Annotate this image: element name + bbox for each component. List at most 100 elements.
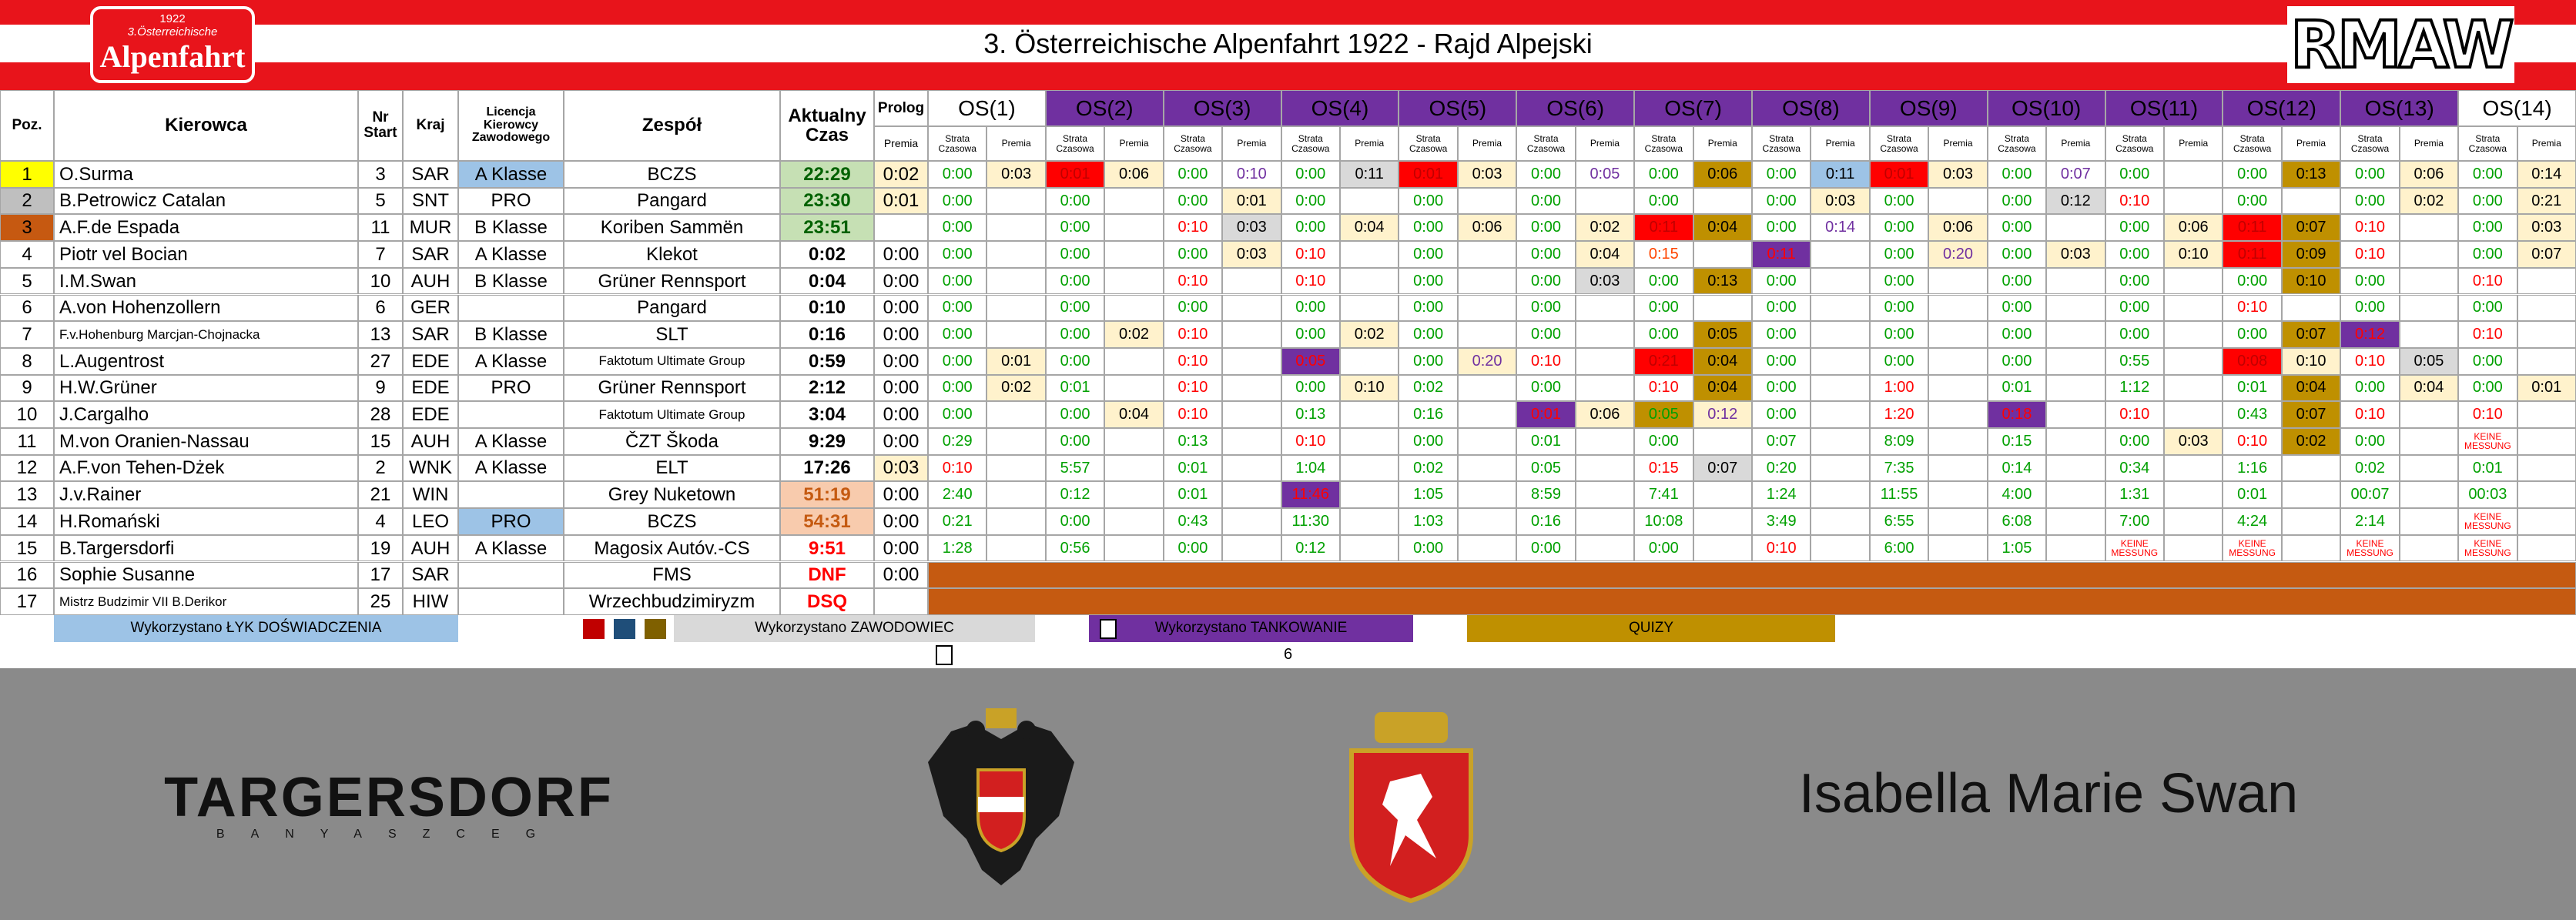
empty-cell (2281, 481, 2341, 509)
stage-bonus: 0:03 (1811, 187, 1870, 215)
empty-cell (874, 214, 928, 242)
prolog-bonus: 0:00 (874, 294, 928, 322)
retired-fill (928, 588, 2576, 615)
column-subheader: Premia (2281, 126, 2341, 161)
empty-cell (1104, 267, 1164, 295)
stage-bonus: 0:11 (1811, 161, 1870, 188)
team: Koriben Sammën (564, 214, 780, 242)
stage-time-loss: 0:02 (1399, 454, 1458, 482)
empty-cell (1693, 534, 1752, 562)
stage-time-loss: 0:20 (1752, 454, 1811, 482)
empty-cell (987, 187, 1046, 215)
stage-time-loss: 0:10 (1752, 534, 1811, 562)
stage-time-loss: 0:10 (2340, 214, 2400, 242)
stage-time-loss: 1:28 (928, 534, 987, 562)
stage-time-loss: 0:00 (1163, 161, 1223, 188)
stage-time-loss: 0:00 (2458, 374, 2517, 402)
stage-header: OS(9) (1869, 90, 1988, 126)
column-subheader: Strata Czasowa (1281, 126, 1340, 161)
start-number: 5 (358, 187, 403, 215)
stage-time-loss: 0:00 (1163, 187, 1223, 215)
total-time: 23:51 (780, 214, 874, 242)
country: SAR (403, 561, 458, 589)
empty-cell (1811, 454, 1870, 482)
start-number: 13 (358, 321, 403, 348)
column-header: Nr Start (358, 90, 403, 161)
start-number: 21 (358, 481, 403, 509)
empty-cell (1575, 534, 1635, 562)
stage-header: OS(14) (2458, 90, 2576, 126)
stage-header: OS(7) (1634, 90, 1752, 126)
stage-bonus: 0:05 (1693, 321, 1752, 348)
stage-time-loss: 0:00 (1516, 187, 1576, 215)
empty-cell (1457, 428, 1517, 455)
total-time: DSQ (780, 588, 874, 615)
stage-time-loss: 0:01 (1045, 374, 1105, 402)
empty-cell (2164, 267, 2223, 295)
empty-cell (1222, 481, 1281, 509)
column-header: Zespół (564, 90, 780, 161)
stage-bonus: 0:03 (1222, 214, 1281, 242)
stage-time-loss: 0:00 (928, 214, 987, 242)
stage-time-loss: 0:00 (928, 267, 987, 295)
stage-time-loss: 0:10 (2340, 347, 2400, 375)
column-subheader: Strata Czasowa (2340, 126, 2400, 161)
empty-cell (2399, 294, 2459, 322)
empty-cell (1222, 267, 1281, 295)
stage-time-loss: 0:00 (2105, 321, 2164, 348)
stage-bonus: 0:12 (2046, 187, 2105, 215)
column-subheader: Premia (2164, 126, 2223, 161)
column-header: Poz. (0, 90, 54, 161)
stage-time-loss: 0:13 (1281, 401, 1340, 428)
stage-bonus: 0:12 (1693, 401, 1752, 428)
stage-time-loss: 1:04 (1281, 454, 1340, 482)
team: Grüner Rennsport (564, 267, 780, 295)
stage-bonus: 0:06 (1928, 214, 1988, 242)
license: PRO (458, 374, 564, 402)
stage-time-loss: KEINE MESSUNG (2340, 534, 2400, 562)
empty-cell (1340, 347, 1399, 375)
stage-time-loss: 0:00 (1869, 294, 1929, 322)
stage-time-loss: 0:00 (1987, 294, 2047, 322)
empty-cell (2046, 534, 2105, 562)
stage-time-loss: 0:56 (1045, 534, 1105, 562)
empty-cell (1104, 481, 1164, 509)
column-subheader: Premia (1457, 126, 1517, 161)
stage-time-loss: 7:00 (2105, 508, 2164, 535)
stage-time-loss: 0:00 (928, 241, 987, 268)
empty-cell (2164, 321, 2223, 348)
stage-time-loss: 1:05 (1987, 534, 2047, 562)
start-number: 3 (358, 161, 403, 188)
start-number: 7 (358, 241, 403, 268)
empty-cell (2517, 321, 2576, 348)
stage-bonus: 0:02 (987, 374, 1046, 402)
stage-bonus: 0:05 (2399, 347, 2459, 375)
empty-cell (1693, 508, 1752, 535)
empty-cell (1340, 267, 1399, 295)
stage-time-loss: 0:10 (1163, 374, 1223, 402)
stage-bonus: 0:10 (2281, 267, 2341, 295)
stage-time-loss: 0:00 (2340, 294, 2400, 322)
driver: A.von Hohenzollern (54, 294, 358, 322)
empty-cell (2399, 428, 2459, 455)
team: Faktotum Ultimate Group (564, 401, 780, 428)
stage-time-loss: 0:01 (1516, 428, 1576, 455)
stage-time-loss: 0:00 (1045, 294, 1105, 322)
stage-time-loss: 0:01 (1869, 161, 1929, 188)
column-subheader: Premia (1222, 126, 1281, 161)
empty-cell (1811, 401, 1870, 428)
stage-time-loss: 0:01 (1399, 161, 1458, 188)
position: 9 (0, 374, 54, 402)
empty-cell (1457, 321, 1517, 348)
column-subheader: Premia (1693, 126, 1752, 161)
stage-time-loss: 10:08 (1634, 508, 1693, 535)
empty-cell (2399, 534, 2459, 562)
license: A Klasse (458, 161, 564, 188)
stage-time-loss: 0:00 (1399, 294, 1458, 322)
stage-time-loss: KEINE MESSUNG (2458, 428, 2517, 455)
stage-time-loss: 0:00 (1281, 214, 1340, 242)
stage-time-loss: 0:05 (1634, 401, 1693, 428)
stage-time-loss: 00:07 (2340, 481, 2400, 509)
column-subheader: Premia (1340, 126, 1399, 161)
prolog-bonus: 0:00 (874, 347, 928, 375)
